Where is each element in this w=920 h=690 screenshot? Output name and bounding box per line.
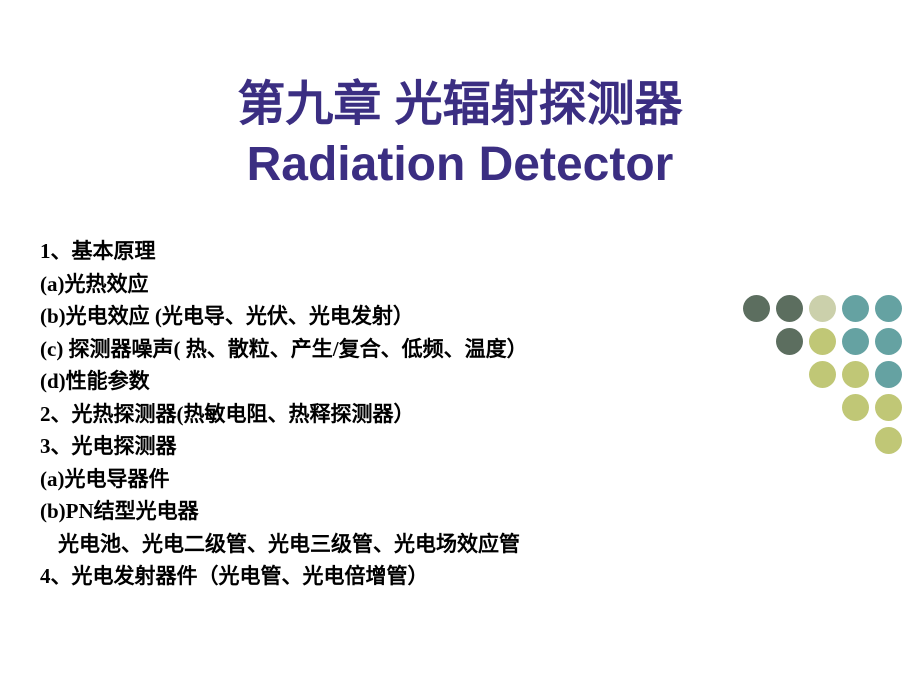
- slide-title-block: 第九章 光辐射探测器 Radiation Detector: [0, 0, 920, 225]
- dot-0-4: [875, 295, 902, 322]
- dot-0-3: [842, 295, 869, 322]
- dots-decoration: [737, 295, 902, 460]
- dot-1-2: [842, 328, 869, 355]
- dot-3-0: [842, 394, 869, 421]
- dot-2-0: [809, 361, 836, 388]
- content-item-8: (b)PN结型光电器: [40, 495, 920, 528]
- dot-row-2: [737, 361, 902, 388]
- content-item-0: 1、基本原理: [40, 235, 920, 268]
- dot-1-3: [875, 328, 902, 355]
- content-item-7: (a)光电导器件: [40, 463, 920, 496]
- dot-0-2: [809, 295, 836, 322]
- content-item-9: 光电池、光电二级管、光电三级管、光电场效应管: [40, 528, 920, 561]
- dot-3-1: [875, 394, 902, 421]
- dot-0-1: [776, 295, 803, 322]
- dot-row-4: [737, 427, 902, 454]
- dot-row-3: [737, 394, 902, 421]
- dot-2-2: [875, 361, 902, 388]
- dot-row-1: [737, 328, 902, 355]
- dot-row-0: [737, 295, 902, 322]
- dot-1-0: [776, 328, 803, 355]
- content-item-10: 4、光电发射器件（光电管、光电倍增管）: [40, 560, 920, 593]
- dot-2-1: [842, 361, 869, 388]
- dot-4-0: [875, 427, 902, 454]
- title-line-2: Radiation Detector: [0, 135, 920, 195]
- dot-1-1: [809, 328, 836, 355]
- dot-0-0: [743, 295, 770, 322]
- title-line-1: 第九章 光辐射探测器: [0, 75, 920, 135]
